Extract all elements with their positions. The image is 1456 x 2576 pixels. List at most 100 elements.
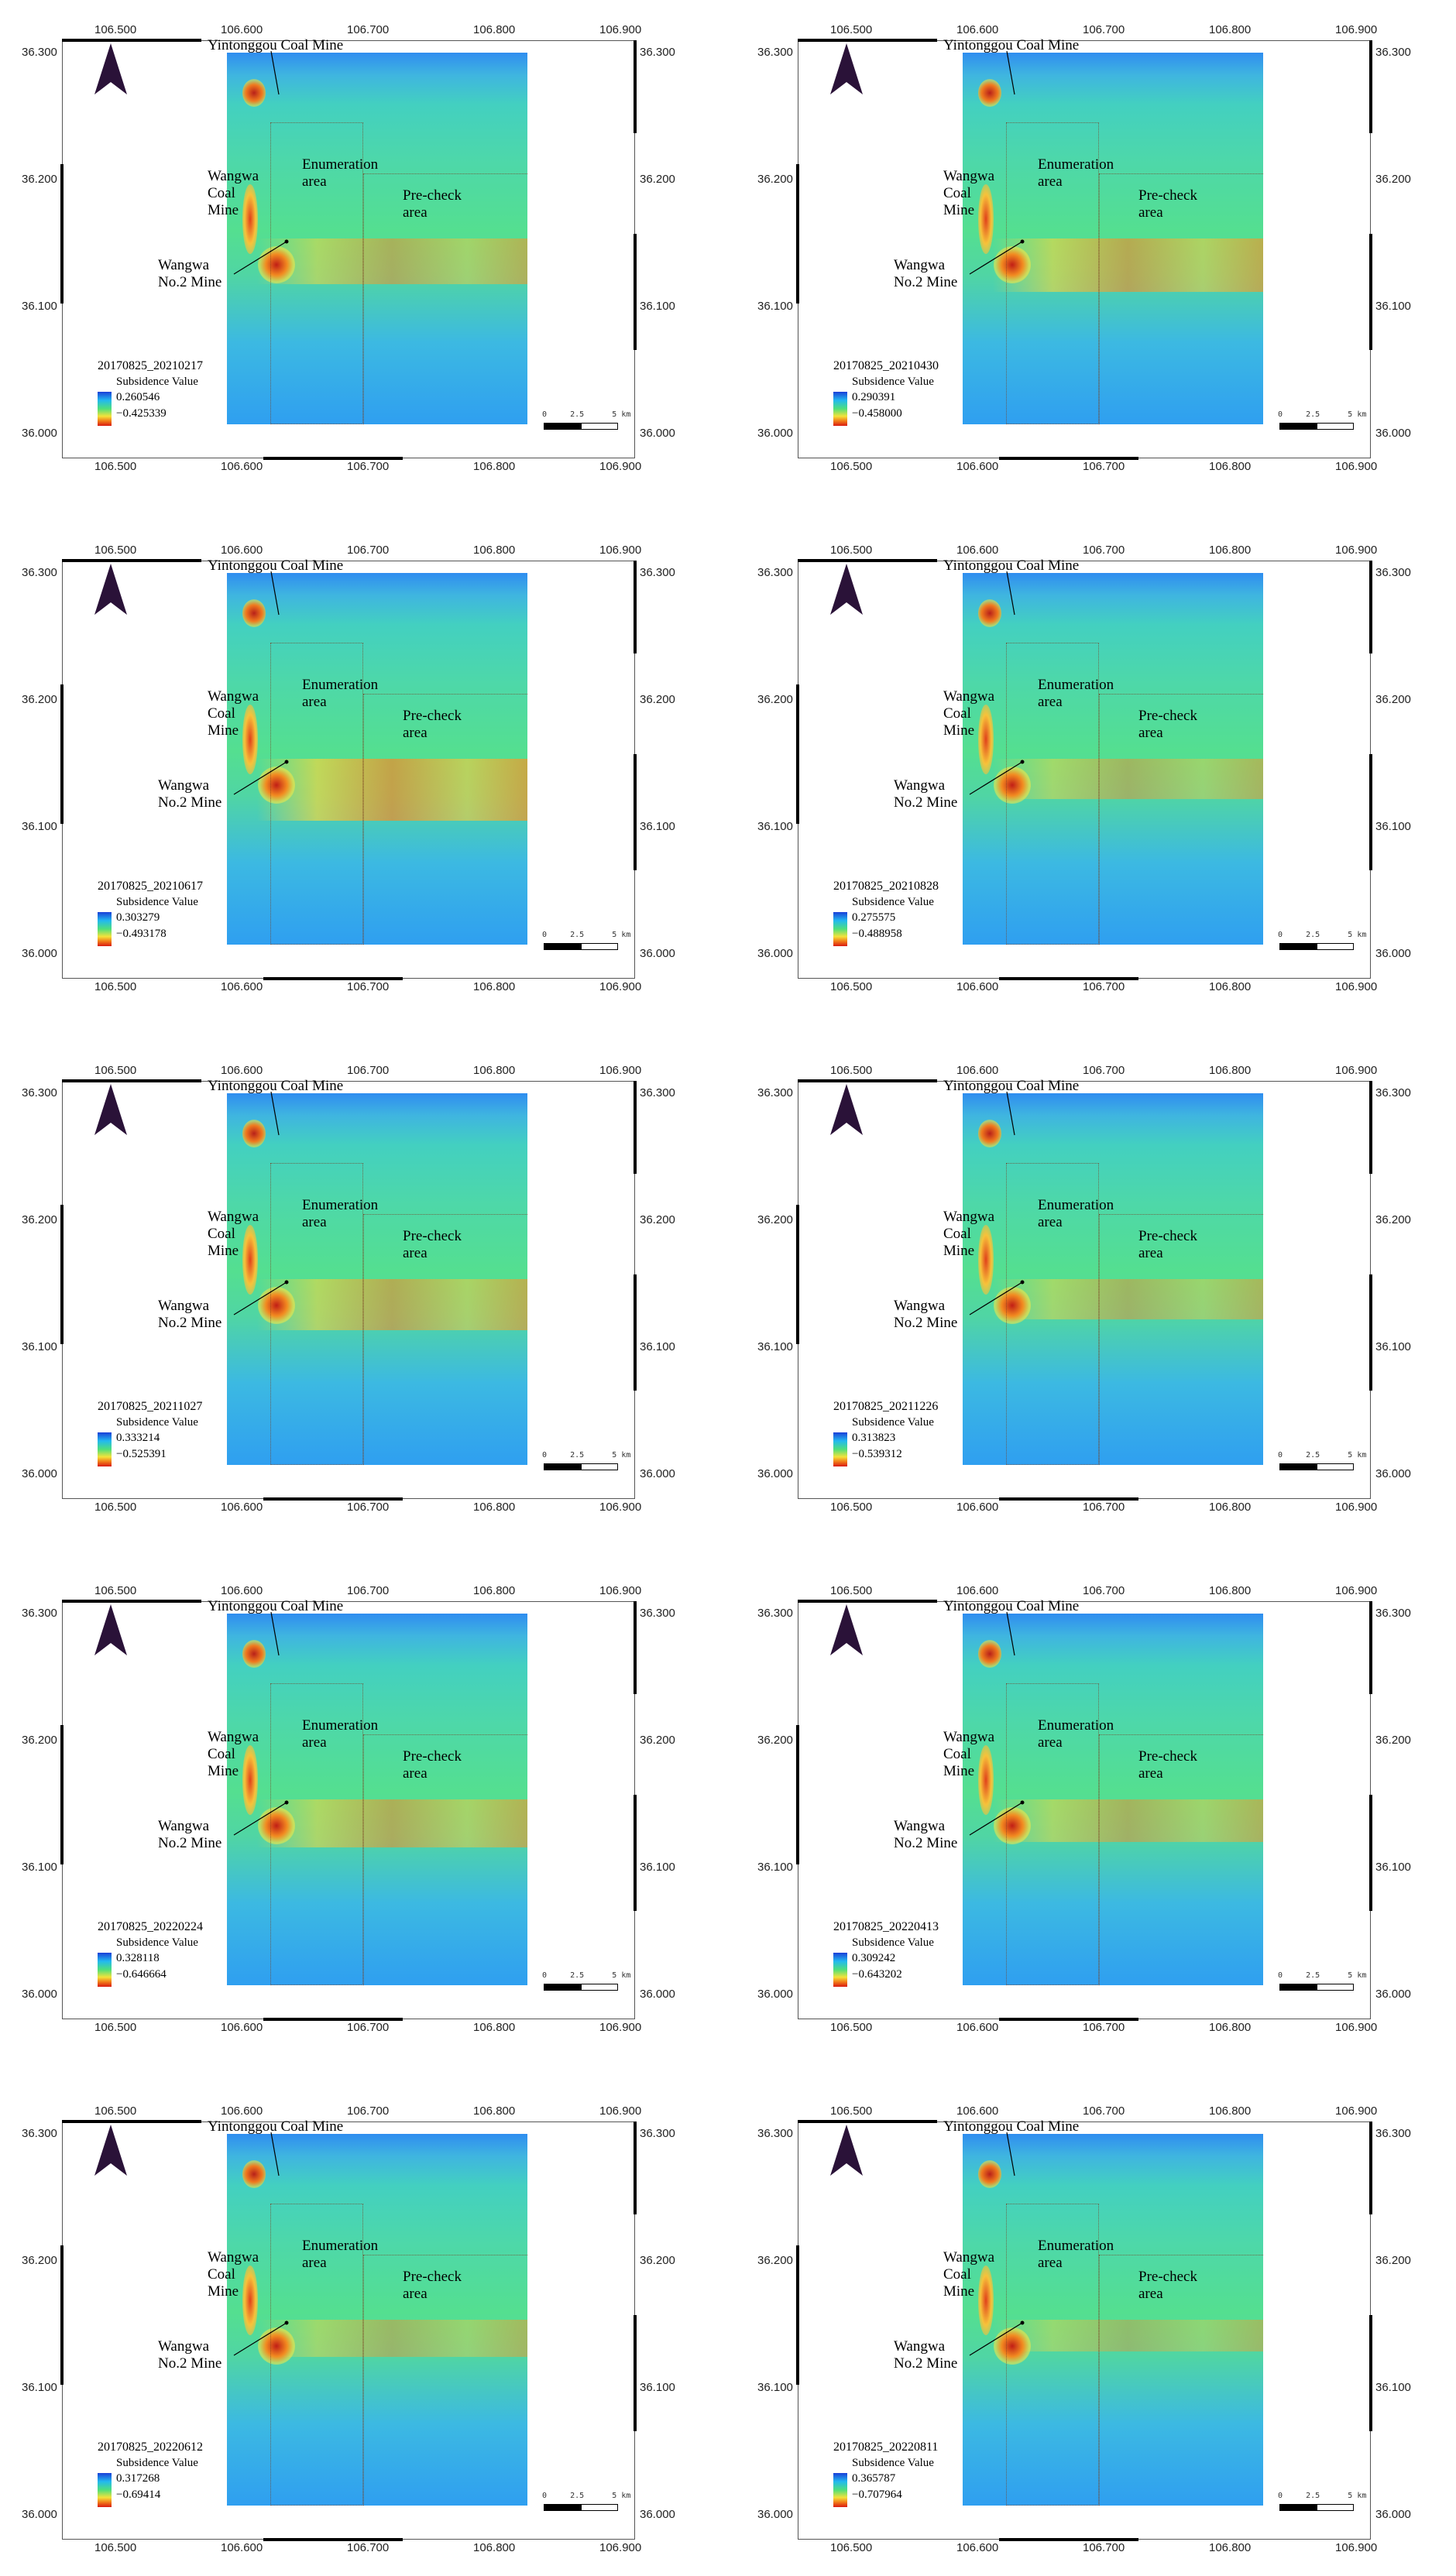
- legend-color-ramp: [98, 912, 112, 946]
- wangwa-no2-subsidence-spot: [994, 246, 1031, 283]
- lon-tick-bottom: 106.500: [94, 980, 137, 993]
- label-enumeration-area-2: area: [302, 694, 327, 710]
- frame-accent-bottom: [263, 2018, 403, 2021]
- deformation-band: [227, 53, 527, 424]
- lon-tick-bottom: 106.700: [1083, 2541, 1125, 2554]
- label-enumeration-area-1: Enumeration: [302, 1717, 379, 1734]
- label-precheck-area-2: area: [403, 1765, 428, 1782]
- lat-tick-left: 36.000: [22, 1467, 57, 1480]
- label-wangwa-no2-mine-1: Wangwa: [894, 1298, 945, 1314]
- lon-tick-top: 106.600: [221, 1064, 263, 1077]
- legend-color-ramp: [833, 2473, 847, 2507]
- lat-tick-left: 36.000: [22, 1988, 57, 2001]
- frame-accent-right-2: [1369, 2315, 1372, 2431]
- scale-bar-fill: [1280, 1984, 1317, 1990]
- lat-tick-left: 36.100: [757, 1861, 793, 1874]
- lon-tick-bottom: 106.900: [599, 1501, 642, 1514]
- frame-accent-bottom: [263, 457, 403, 460]
- lon-tick-bottom: 106.900: [1335, 460, 1378, 473]
- legend-color-ramp: [833, 912, 847, 946]
- lat-tick-right: 36.200: [1375, 1734, 1411, 1747]
- lat-tick-left: 36.300: [22, 46, 57, 59]
- frame-accent-top: [62, 39, 201, 42]
- label-enumeration-area-1: Enumeration: [1038, 2238, 1114, 2254]
- lat-tick-right: 36.000: [640, 1467, 675, 1480]
- label-precheck-area-1: Pre-check: [403, 708, 462, 724]
- frame-accent-bottom: [999, 457, 1138, 460]
- legend-min-value: −0.458000: [852, 407, 902, 420]
- deformation-band: [227, 1093, 527, 1465]
- lat-tick-left: 36.100: [22, 820, 57, 833]
- lat-tick-left: 36.000: [22, 427, 57, 440]
- lon-tick-top: 106.500: [94, 23, 137, 36]
- lon-tick-bottom: 106.900: [1335, 1501, 1378, 1514]
- label-wangwa-no2-mine-2: No.2 Mine: [158, 794, 222, 811]
- lat-tick-right: 36.100: [1375, 1861, 1411, 1874]
- precheck-area-outline: [1099, 1214, 1263, 1465]
- lon-tick-top: 106.700: [347, 2104, 390, 2118]
- map-panel-7: Yintonggou Coal Mine Wangwa Coal Mine En…: [22, 1570, 675, 2034]
- lat-tick-left: 36.000: [22, 947, 57, 960]
- enumeration-area-outline: [1006, 122, 1099, 424]
- frame-accent-top: [62, 559, 201, 562]
- lon-tick-bottom: 106.500: [94, 2541, 137, 2554]
- frame-accent-top: [62, 2120, 201, 2123]
- legend-max-value: 0.260546: [116, 391, 160, 403]
- label-wangwa-no2-mine-2: No.2 Mine: [894, 274, 958, 290]
- deformation-band: [963, 2134, 1263, 2506]
- lon-tick-bottom: 106.800: [473, 2021, 516, 2034]
- north-arrow-icon: [94, 1604, 127, 1655]
- lat-tick-right: 36.300: [640, 1086, 675, 1099]
- legend-min-value: −0.425339: [116, 407, 167, 420]
- lon-tick-bottom: 106.600: [956, 1501, 999, 1514]
- label-precheck-area-2: area: [403, 725, 428, 741]
- scale-bar: [1279, 1984, 1354, 1991]
- lon-tick-top: 106.800: [473, 544, 516, 557]
- label-enumeration-area-2: area: [1038, 1214, 1063, 1230]
- lon-tick-top: 106.600: [221, 544, 263, 557]
- scale-bar-fill: [1280, 944, 1317, 949]
- wangwa-subsidence-spot: [978, 2266, 994, 2335]
- label-precheck-area-1: Pre-check: [403, 187, 462, 204]
- lat-tick-left: 36.200: [757, 1734, 793, 1747]
- scale-bar-labels: 0 2.5 5 km: [542, 1451, 631, 1460]
- lat-tick-right: 36.300: [640, 2127, 675, 2140]
- enumeration-area-outline: [270, 2204, 363, 2506]
- wangwa-subsidence-spot: [978, 1225, 994, 1295]
- legend-title: 20170825_20220612: [98, 2441, 203, 2454]
- lon-tick-top: 106.900: [599, 1064, 642, 1077]
- legend-min-value: −0.646664: [116, 1968, 167, 1981]
- frame-accent-bottom: [263, 977, 403, 980]
- precheck-area-outline: [363, 2255, 527, 2506]
- label-wangwa-no2-mine-1: Wangwa: [158, 2338, 209, 2355]
- scale-bar: [544, 943, 618, 950]
- enumeration-area-outline: [270, 1683, 363, 1985]
- lon-tick-top: 106.700: [1083, 544, 1125, 557]
- lat-tick-left: 36.300: [757, 1607, 793, 1620]
- label-precheck-area-1: Pre-check: [403, 2269, 462, 2285]
- wangwa-no2-subsidence-spot: [258, 1807, 295, 1844]
- yintonggou-subsidence-spot: [242, 79, 266, 107]
- label-precheck-area-1: Pre-check: [403, 1228, 462, 1244]
- lat-tick-left: 36.100: [22, 1861, 57, 1874]
- label-enumeration-area-2: area: [302, 1734, 327, 1751]
- label-wangwa-no2-mine-1: Wangwa: [894, 777, 945, 794]
- lon-tick-bottom: 106.600: [221, 2541, 263, 2554]
- label-wangwa-coal-mine-2: Coal: [208, 1226, 235, 1242]
- frame-accent-right: [634, 2122, 637, 2214]
- legend-title: 20170825_20210828: [833, 880, 939, 893]
- scale-bar-labels: 0 2.5 5 km: [1278, 931, 1367, 939]
- label-wangwa-no2-mine-2: No.2 Mine: [158, 1835, 222, 1851]
- legend-title: 20170825_20210617: [98, 880, 203, 893]
- label-precheck-area-2: area: [403, 204, 428, 221]
- precheck-area-outline: [1099, 173, 1263, 424]
- lat-tick-right: 36.100: [640, 1861, 675, 1874]
- label-wangwa-coal-mine-1: Wangwa: [208, 168, 259, 184]
- lon-tick-bottom: 106.500: [94, 1501, 137, 1514]
- label-enumeration-area-1: Enumeration: [302, 1197, 379, 1213]
- enumeration-area-outline: [270, 1163, 363, 1465]
- wangwa-subsidence-spot: [242, 1225, 258, 1295]
- legend-subtitle: Subsidence Value: [852, 896, 934, 908]
- frame-accent-left: [60, 684, 64, 824]
- lon-tick-bottom: 106.600: [956, 2021, 999, 2034]
